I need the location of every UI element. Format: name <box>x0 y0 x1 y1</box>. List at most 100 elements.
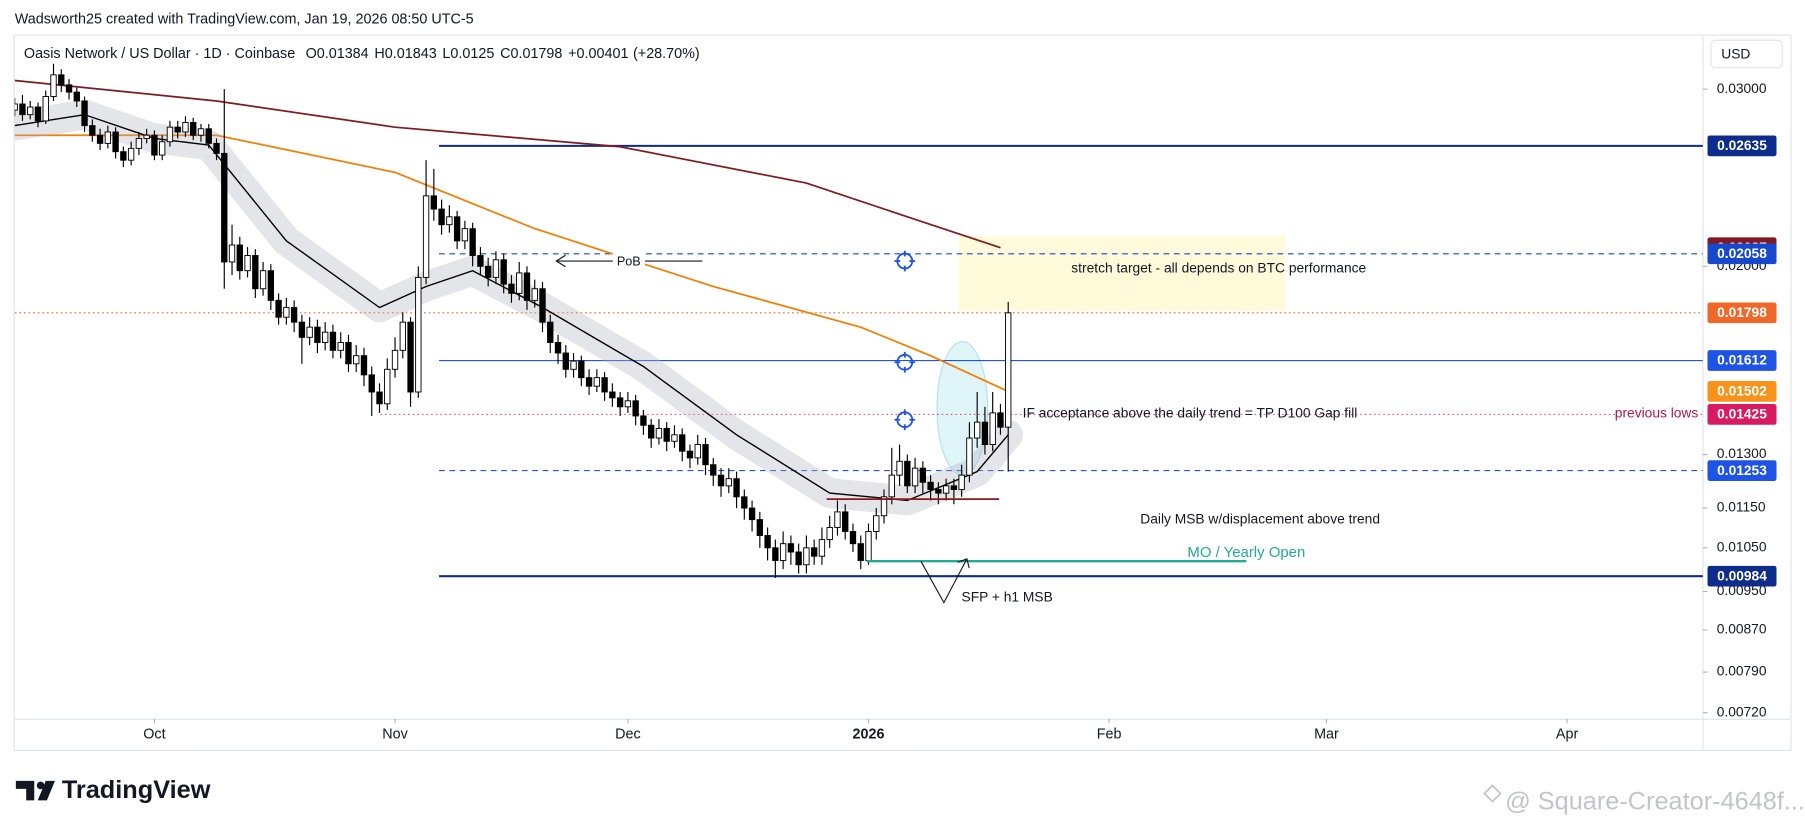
candle-body <box>197 128 205 136</box>
candle-body <box>477 255 484 267</box>
candle-body <box>834 511 841 528</box>
header-text: Wadsworth25 created with TradingView.com… <box>15 11 474 27</box>
x-tick-label: 2026 <box>853 727 885 743</box>
candle-body <box>880 496 888 517</box>
candle-body <box>818 539 826 557</box>
candle-body <box>655 427 663 439</box>
candle-body <box>562 352 569 370</box>
candle-body <box>50 74 57 97</box>
candle-body <box>911 467 919 487</box>
candle-body <box>702 444 709 466</box>
candle-body <box>733 478 740 498</box>
candle-body <box>624 400 632 408</box>
drawings <box>936 235 1286 476</box>
candle-body <box>438 208 445 226</box>
candle-body <box>547 321 554 343</box>
candle-body <box>430 195 438 210</box>
candle-body <box>717 474 725 487</box>
candle-body <box>58 74 65 86</box>
candle-body <box>376 391 383 405</box>
candle-body <box>570 360 577 370</box>
y-tick-label: 0.00790 <box>1717 664 1767 679</box>
candle-body <box>585 377 593 387</box>
candle-body <box>803 547 810 566</box>
pob-arrowhead <box>555 254 566 268</box>
x-tick-label: Nov <box>382 727 408 743</box>
candle-body <box>446 216 453 226</box>
y-tick-label: 0.00870 <box>1717 622 1767 637</box>
price-label-bg <box>1707 302 1777 324</box>
candle-body <box>89 125 96 136</box>
candle-body <box>360 355 368 376</box>
candle-body <box>958 474 965 490</box>
candle-body <box>616 397 624 408</box>
candle-body <box>756 519 764 536</box>
price-label: 0.01798 <box>1717 305 1767 320</box>
candle-body <box>764 535 771 549</box>
price-label: 0.01425 <box>1717 407 1767 422</box>
candle-body <box>593 377 601 387</box>
candle-body <box>609 391 616 399</box>
annotation: IF acceptance above the daily trend = TP… <box>1023 406 1358 421</box>
candle-body <box>384 368 391 405</box>
ohlc-label: O <box>306 46 317 62</box>
candle-body <box>601 377 608 393</box>
candle-body <box>329 331 337 351</box>
symbol-header: Oasis Network / US Dollar · 1D · Coinbas… <box>24 46 700 62</box>
y-tick-label: 0.03000 <box>1717 81 1767 96</box>
y-tick-label: 0.01050 <box>1717 539 1767 554</box>
watermark: @ Square-Creator-4648f... <box>1505 787 1805 815</box>
candle-body <box>904 460 911 487</box>
candle-body <box>849 531 857 545</box>
candle-body <box>151 134 158 156</box>
candle-body <box>81 100 88 127</box>
candle-body <box>873 515 880 532</box>
candle-body <box>578 360 585 379</box>
ohlc-value: 0.01798 <box>510 46 562 62</box>
ohlc-value: 0.01384 <box>317 46 369 62</box>
candle-body <box>415 276 422 393</box>
candle-body <box>694 444 701 459</box>
candle-body <box>935 489 942 494</box>
candle-body <box>779 543 787 561</box>
candle-body <box>399 321 406 351</box>
price-label: 0.02058 <box>1717 246 1767 261</box>
annotation: stretch target - all depends on BTC perf… <box>1071 261 1366 276</box>
candle-body <box>966 437 973 476</box>
candle-body <box>539 288 546 323</box>
currency-button[interactable] <box>1710 39 1783 69</box>
candle-body <box>73 91 80 102</box>
candle-body <box>942 485 950 494</box>
logo-text: TradingView <box>62 776 211 804</box>
candle-body <box>795 551 802 566</box>
candle-body <box>516 272 523 294</box>
candle-body <box>500 259 507 285</box>
symbol-title: Oasis Network / US Dollar · 1D · Coinbas… <box>24 46 295 62</box>
drawings-top: PoB stretch target - all depends on BTC … <box>555 250 1698 605</box>
candle-body <box>981 421 989 446</box>
price-label-bg <box>1707 350 1777 371</box>
currency-label: USD <box>1721 46 1750 61</box>
candle-body <box>27 106 34 116</box>
candle-body <box>252 255 259 290</box>
candle-body <box>205 128 212 144</box>
candle-body <box>321 331 329 343</box>
candle-body <box>810 547 818 557</box>
candle-body <box>888 474 895 498</box>
candle-body <box>865 531 872 561</box>
ohlc-label: C <box>500 46 510 62</box>
change: +0.00401 <box>568 46 628 62</box>
candle-body <box>221 152 228 263</box>
candle-body <box>772 547 779 561</box>
price-label: 0.01502 <box>1717 384 1767 399</box>
candle-body <box>492 259 500 278</box>
candle-body <box>640 415 647 426</box>
change-pct: (+28.70%) <box>633 46 700 62</box>
ohlc-value: 0.01843 <box>385 46 437 62</box>
annotation: SFP + h1 MSB <box>962 590 1053 605</box>
candle-body <box>298 321 306 338</box>
candle-body <box>127 147 135 161</box>
candle-body <box>112 131 119 153</box>
candle-body <box>686 450 694 459</box>
